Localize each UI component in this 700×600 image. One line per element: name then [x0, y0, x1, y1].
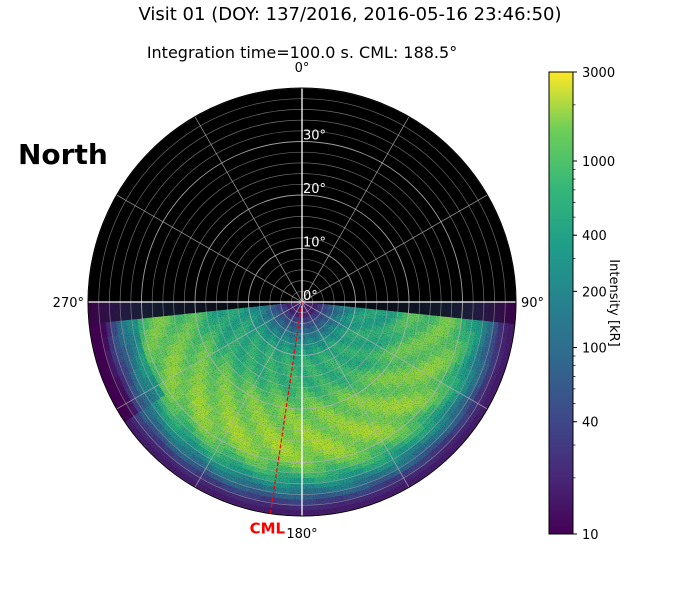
colorbar-tick-label: 100 [582, 341, 607, 356]
figure-subtitle: Integration time=100.0 s. CML: 188.5° [146, 43, 458, 62]
cml-label: CML [250, 520, 286, 538]
radial-tick-label: 30° [303, 129, 326, 144]
grid-spoke [301, 116, 410, 303]
grid-spoke [301, 194, 488, 303]
polar-grid [87, 87, 517, 517]
theta-tick-label: 180° [286, 527, 317, 542]
figure-title: Visit 01 (DOY: 137/2016, 2016-05-16 23:4… [138, 4, 562, 25]
radial-tick-labels: 0° 10° 20° 30° [303, 129, 326, 305]
colorbar-tick-label: 10 [582, 528, 599, 543]
grid-spoke [194, 116, 303, 303]
colorbar-tick-label: 40 [582, 416, 599, 431]
colorbar: 10 40 100 200 400 1000 3000 Intensity [kR] [548, 66, 621, 543]
colorbar-gradient [548, 71, 574, 535]
grid-spoke [116, 194, 303, 303]
theta-tick-label: 90° [521, 296, 544, 311]
theta-tick-label: 270° [53, 296, 84, 311]
radial-tick-label: 20° [303, 182, 326, 197]
colorbar-label: Intensity [kR] [606, 259, 621, 346]
theta-tick-labels: 0° 90° 180° 270° [53, 61, 544, 542]
colorbar-tick-label: 1000 [582, 155, 615, 170]
polar-frame [87, 87, 517, 517]
radial-tick-label: 0° [303, 289, 318, 304]
colorbar-tick-label: 3000 [582, 66, 615, 81]
theta-tick-label: 0° [295, 61, 310, 76]
radial-tick-label: 10° [303, 236, 326, 251]
hemisphere-label: North [18, 138, 108, 171]
grid-spoke [301, 301, 488, 410]
grid-spoke [116, 301, 303, 410]
cml-indicator: CML [250, 301, 303, 538]
grid-spoke [194, 301, 303, 488]
grid-spoke [301, 301, 410, 488]
colorbar-tick-label: 200 [582, 285, 607, 300]
colorbar-ticks: 10 40 100 200 400 1000 3000 [573, 66, 615, 543]
colorbar-tick-label: 400 [582, 229, 607, 244]
